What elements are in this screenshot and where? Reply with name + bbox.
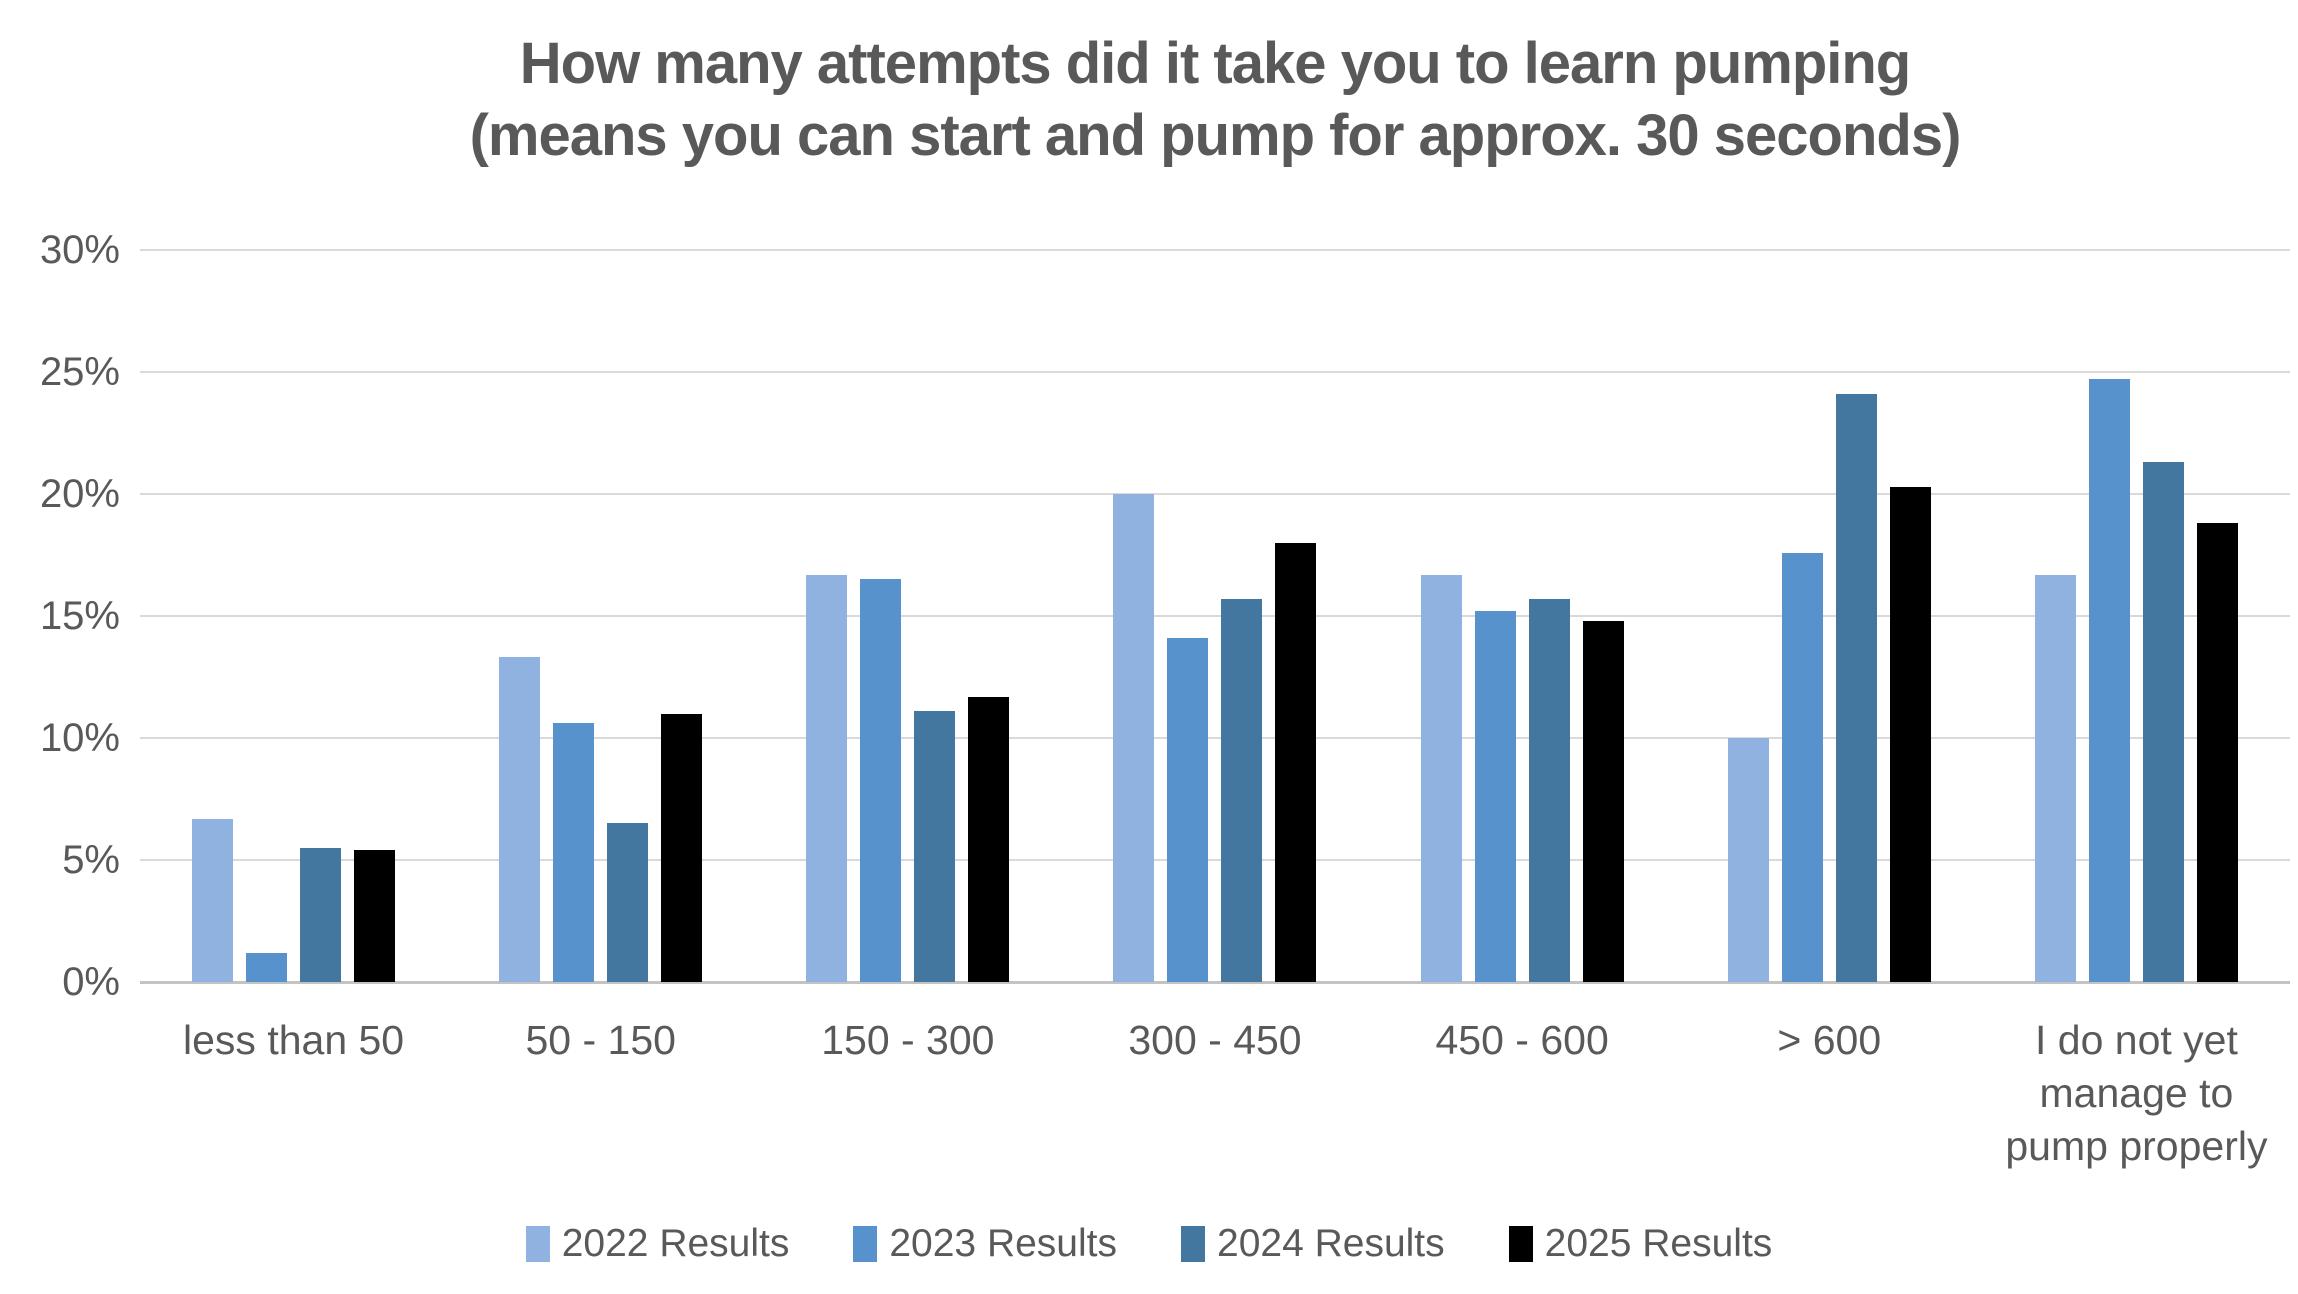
legend-swatch-icon xyxy=(853,1226,878,1262)
bar-2025 xyxy=(2196,523,2238,982)
chart-title-line1: How many attempts did it take you to lea… xyxy=(519,31,1911,96)
legend-swatch-icon xyxy=(1181,1226,1205,1262)
bar-2022 xyxy=(499,657,541,982)
bar-group xyxy=(1369,250,1676,982)
bar-groups xyxy=(140,250,2290,982)
chart-title-line2: (means you can start and pump for approx… xyxy=(469,103,1962,168)
bar-2024 xyxy=(1528,598,1570,982)
bar-2023 xyxy=(860,579,902,982)
bar-2022 xyxy=(1113,494,1155,982)
bar-2022 xyxy=(192,818,234,982)
bar-2024 xyxy=(2142,462,2184,982)
bar-2022 xyxy=(1420,574,1462,982)
x-category-label: I do not yet manage to pump properly xyxy=(2005,1017,2268,1169)
y-tick-label: 25% xyxy=(39,350,120,394)
y-tick-label: 10% xyxy=(39,716,120,760)
x-category-label: 300 - 450 xyxy=(1128,1017,1302,1063)
x-category-label: less than 50 xyxy=(183,1017,405,1063)
bar-2024 xyxy=(1835,393,1877,982)
legend-label: 2024 Results xyxy=(1217,1222,1445,1265)
gridline-25% xyxy=(140,371,2290,373)
bar-2023 xyxy=(1167,637,1209,982)
legend-item: 2025 Results xyxy=(1508,1222,1773,1266)
bar-group xyxy=(1676,250,1983,982)
y-tick-label: 20% xyxy=(39,472,120,516)
bar-group xyxy=(1061,250,1368,982)
bar-2023 xyxy=(2088,379,2130,982)
bar-2025 xyxy=(354,850,396,982)
legend-item: 2024 Results xyxy=(1181,1222,1445,1266)
gridline-30% xyxy=(140,249,2290,251)
y-tick-label: 5% xyxy=(62,838,120,882)
bar-2022 xyxy=(1727,738,1769,982)
x-axis-labels: less than 50 50 - 150 150 - 300 300 - 450 45… xyxy=(140,1014,2290,1173)
bar-2025 xyxy=(968,696,1010,982)
x-category-label: 450 - 600 xyxy=(1435,1017,1609,1063)
y-tick-label: 15% xyxy=(39,594,120,638)
bar-2024 xyxy=(607,823,649,982)
gridline-15% xyxy=(140,615,2290,617)
legend-item: 2022 Results xyxy=(525,1222,790,1266)
bar-2023 xyxy=(246,952,288,982)
legend-label: 2022 Results xyxy=(561,1222,790,1265)
x-category-label: 150 - 300 xyxy=(821,1017,995,1063)
gridline-5% xyxy=(140,859,2290,861)
bar-2025 xyxy=(1582,620,1624,982)
bar-2025 xyxy=(661,713,703,982)
bar-2024 xyxy=(1221,598,1263,982)
bar-2025 xyxy=(1889,486,1931,982)
bar-2024 xyxy=(914,711,956,982)
bar-2023 xyxy=(553,723,595,982)
plot-area xyxy=(140,249,2290,984)
x-category-label: 50 - 150 xyxy=(525,1017,676,1063)
bar-2024 xyxy=(300,847,342,982)
legend: 2022 Results 2023 Results 2024 Results 2025… xyxy=(0,1222,2298,1266)
bar-group xyxy=(754,250,1061,982)
bar-2022 xyxy=(2034,574,2076,982)
gridline-20% xyxy=(140,493,2290,495)
legend-item: 2023 Results xyxy=(853,1222,1117,1266)
x-axis-line xyxy=(140,981,2290,984)
legend-swatch-icon xyxy=(525,1226,550,1262)
bar-group xyxy=(140,250,447,982)
chart-title: How many attempts did it take you to lea… xyxy=(140,28,2290,172)
bar-group xyxy=(447,250,754,982)
legend-swatch-icon xyxy=(1508,1226,1533,1262)
gridline-10% xyxy=(140,737,2290,739)
y-tick-label: 0% xyxy=(62,960,120,1004)
bar-2022 xyxy=(806,574,848,982)
legend-label: 2023 Results xyxy=(889,1222,1117,1265)
y-tick-label: 30% xyxy=(39,228,120,272)
x-category-label: > 600 xyxy=(1777,1017,1882,1063)
legend-label: 2025 Results xyxy=(1544,1222,1773,1265)
bar-2023 xyxy=(1781,552,1823,982)
bar-group xyxy=(1983,250,2290,982)
bar-2023 xyxy=(1474,611,1516,982)
bar-2025 xyxy=(1275,542,1317,982)
